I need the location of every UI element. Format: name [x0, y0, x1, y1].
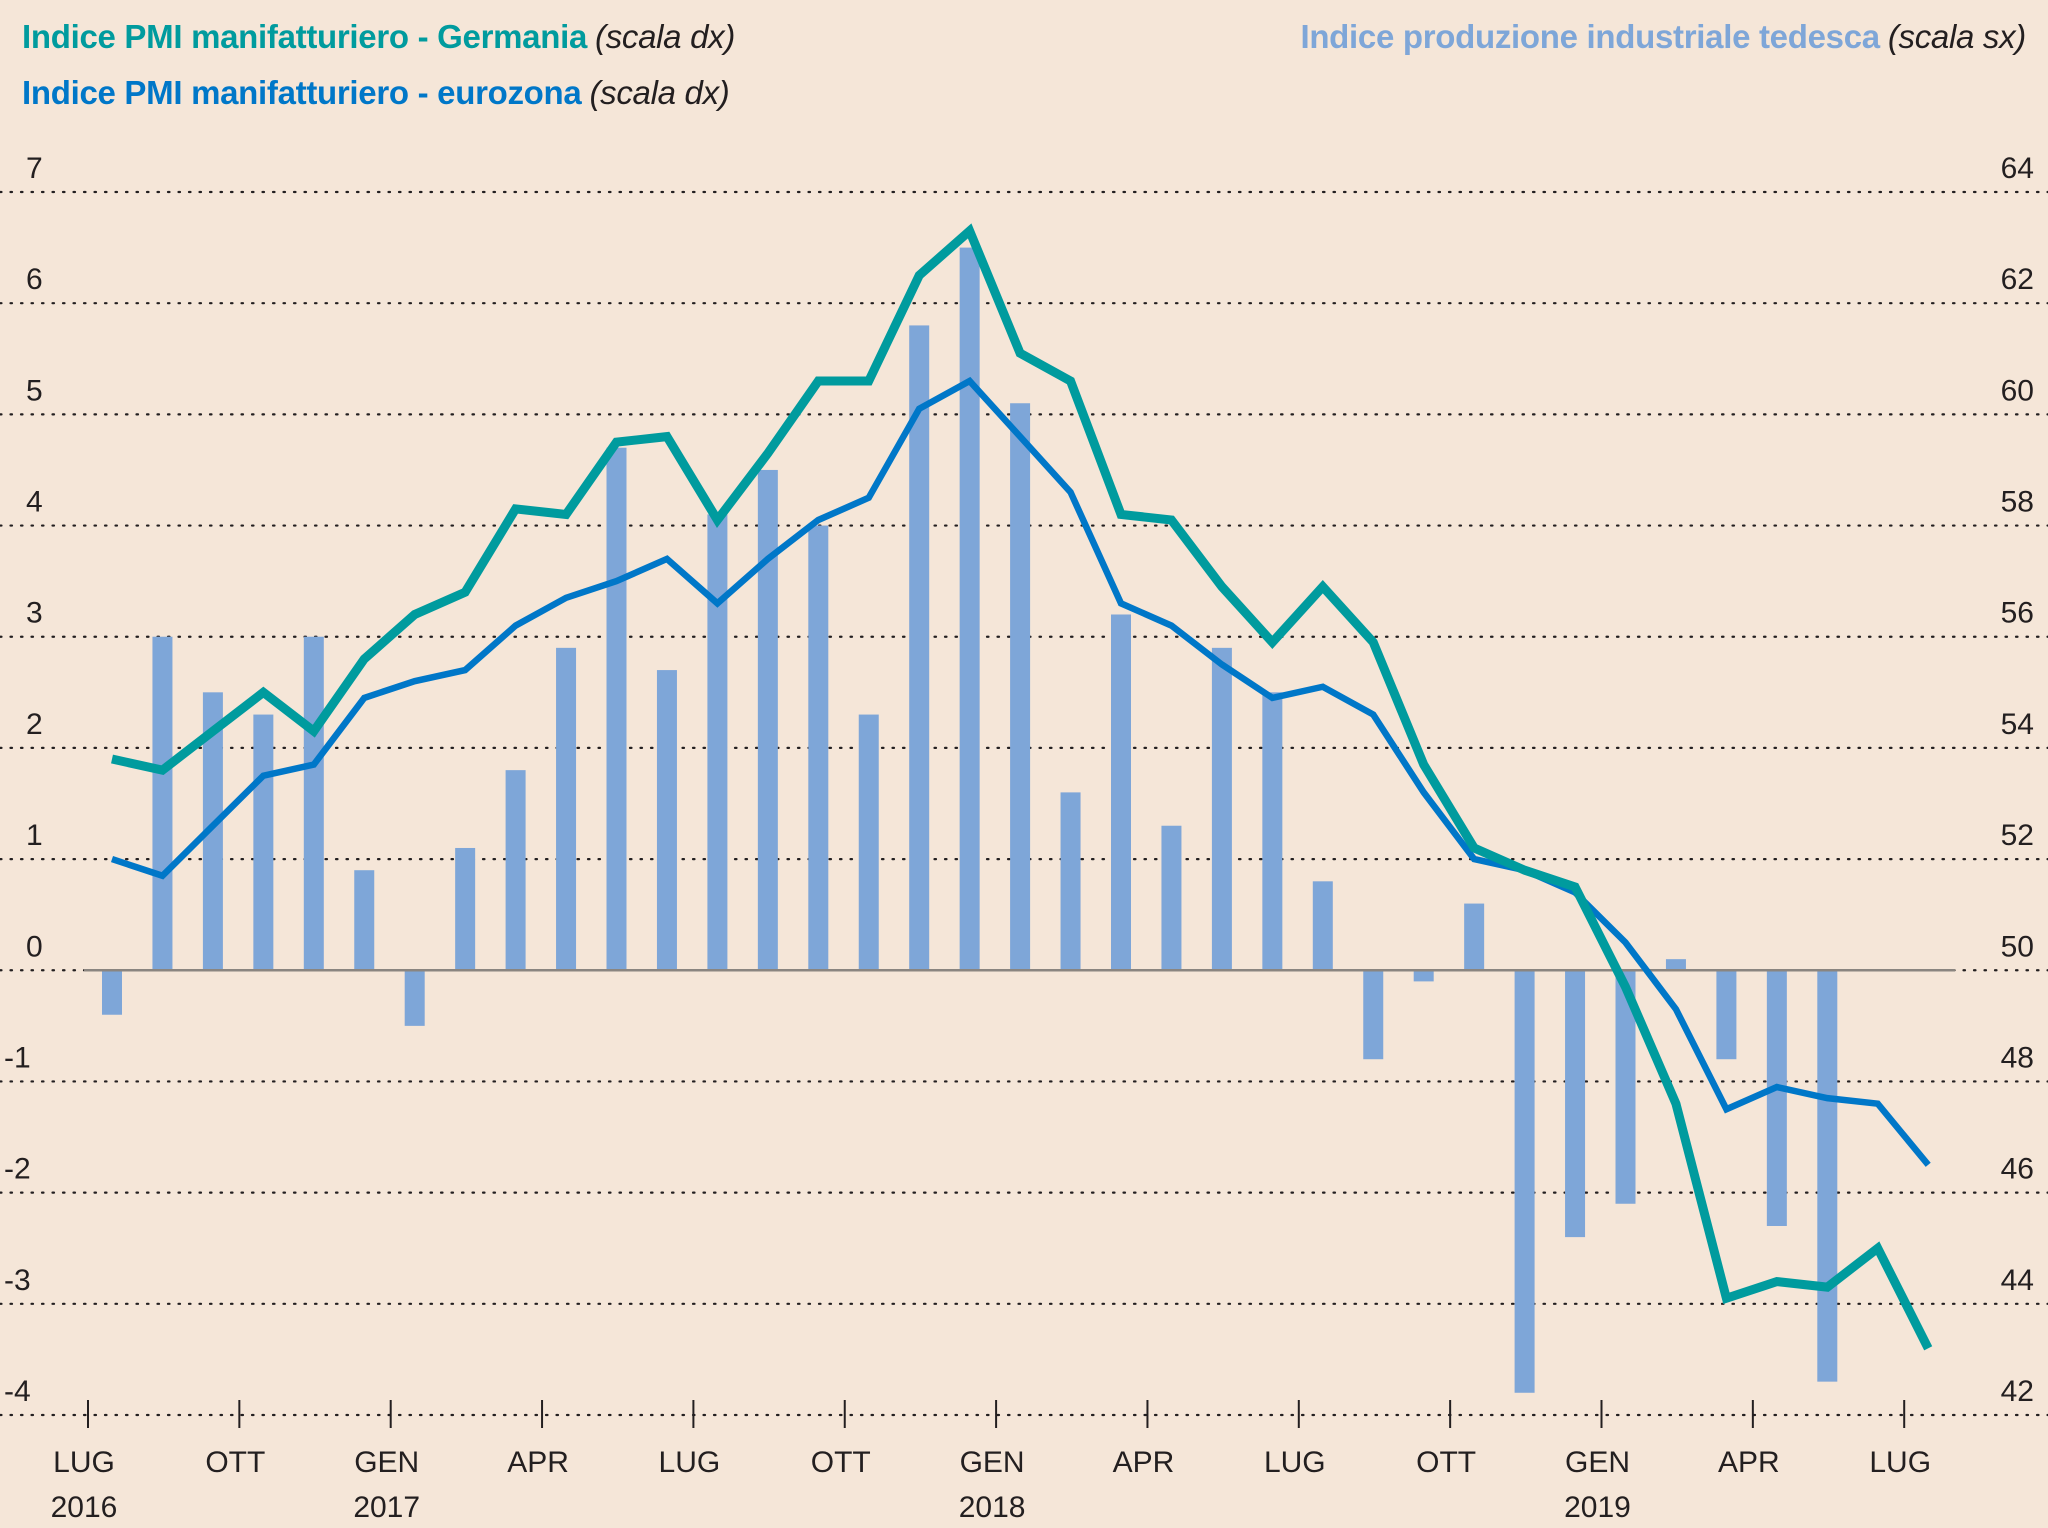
x-tick-month-label: OTT — [811, 1446, 871, 1479]
bar-industrial-production — [202, 692, 223, 971]
legend-eurozone-pmi: Indice PMI manifatturiero - eurozona (sca… — [22, 74, 730, 112]
x-tick-month-label: APR — [1113, 1446, 1175, 1479]
bar-industrial-production — [1716, 970, 1737, 1060]
right-tick-label: 62 — [2001, 263, 2034, 296]
left-tick-label: 7 — [26, 152, 43, 185]
left-tick-label: -2 — [4, 1153, 31, 1186]
bar-industrial-production — [505, 770, 526, 971]
left-tick-label: 3 — [26, 597, 43, 630]
legend-germany-pmi: Indice PMI manifatturiero - Germania (sca… — [22, 18, 735, 56]
bar-industrial-production — [303, 636, 324, 971]
x-tick-month-label: LUG — [659, 1446, 721, 1479]
left-axis-ticks: 7 6 5 4 3 2 1 0 -1 -2 -3 -4 — [4, 152, 43, 1408]
left-tick-label: 5 — [26, 374, 43, 407]
bar-industrial-production — [404, 970, 425, 1026]
x-tick-month-label: APR — [1718, 1446, 1780, 1479]
left-tick-label: 6 — [26, 263, 43, 296]
bar-industrial-production — [858, 714, 879, 971]
bar-industrial-production — [102, 970, 122, 1015]
right-tick-label: 60 — [2001, 374, 2034, 407]
left-tick-label: 2 — [26, 708, 43, 741]
x-tick-year-label: 2017 — [353, 1491, 420, 1524]
bar-industrial-production — [909, 325, 930, 971]
right-tick-label: 50 — [2001, 930, 2034, 963]
x-tick-month-label: LUG — [1869, 1446, 1931, 1479]
bar-industrial-production — [556, 647, 577, 971]
bar-industrial-production — [656, 670, 677, 971]
x-tick-month-label: OTT — [205, 1446, 265, 1479]
x-tick-month-label: APR — [507, 1446, 569, 1479]
x-tick-month-label: GEN — [354, 1446, 419, 1479]
bar-industrial-production — [1766, 970, 1787, 1226]
right-tick-label: 52 — [2001, 819, 2034, 852]
bar-industrial-production — [455, 847, 476, 971]
bar-industrial-production — [1010, 403, 1031, 971]
bar-industrial-production — [1413, 970, 1434, 982]
right-tick-label: 56 — [2001, 597, 2034, 630]
right-tick-label: 46 — [2001, 1153, 2034, 1186]
bar-industrial-production — [1565, 970, 1586, 1238]
bar-industrial-production — [959, 247, 980, 971]
left-tick-label: -4 — [4, 1375, 31, 1408]
bar-industrial-production — [1161, 825, 1182, 971]
x-tick-month-label: GEN — [1565, 1446, 1630, 1479]
bar-industrial-production — [152, 636, 173, 971]
x-tick-month-label: LUG — [53, 1446, 115, 1479]
bar-industrial-production — [1111, 614, 1131, 971]
legend-industrial-name: Indice produzione industriale tedesca — [1300, 18, 1880, 55]
line-series — [110, 223, 1933, 1351]
right-tick-label: 58 — [2001, 486, 2034, 519]
bar-industrial-production — [606, 447, 627, 971]
x-tick-month-label: GEN — [960, 1446, 1025, 1479]
bar-industrial-production — [808, 525, 829, 971]
bar-industrial-production — [1211, 647, 1232, 971]
right-tick-label: 48 — [2001, 1041, 2034, 1074]
bar-industrial-production — [1060, 792, 1081, 971]
bar-industrial-production — [1665, 959, 1686, 971]
bar-industrial-production — [707, 514, 728, 971]
right-tick-label: 54 — [2001, 708, 2034, 741]
bar-industrial-production — [757, 469, 778, 971]
x-axis: LUG 2016 OTT GEN 2017 APR LUG OTT GEN 2018 APR LUG O… — [51, 1400, 1931, 1524]
x-tick-year-label: 2019 — [1564, 1491, 1631, 1524]
left-tick-label: 1 — [26, 819, 43, 852]
bar-industrial-production — [1514, 970, 1535, 1393]
x-tick-month-label: OTT — [1416, 1446, 1476, 1479]
x-tick-year-label: 2018 — [959, 1491, 1026, 1524]
x-tick-month-label: LUG — [1264, 1446, 1326, 1479]
bar-industrial-production — [1464, 903, 1485, 971]
right-tick-label: 64 — [2001, 152, 2034, 185]
legend-germany-scale: (scala dx) — [595, 18, 736, 55]
left-tick-label: 4 — [26, 486, 43, 519]
left-tick-label: 0 — [26, 930, 43, 963]
legend-germany-name: Indice PMI manifatturiero - Germania — [22, 18, 587, 55]
bar-industrial-production — [1363, 970, 1384, 1060]
right-axis-ticks: 64 62 60 58 56 54 52 50 48 46 44 42 — [2001, 152, 2034, 1408]
bar-industrial-production — [1615, 970, 1636, 1204]
bar-series — [102, 247, 1838, 1393]
right-tick-label: 44 — [2001, 1264, 2034, 1297]
left-tick-label: -3 — [4, 1264, 31, 1297]
x-tick-year-label: 2016 — [51, 1491, 118, 1524]
bar-industrial-production — [253, 714, 274, 971]
legend-eurozone-name: Indice PMI manifatturiero - eurozona — [22, 74, 582, 111]
right-tick-label: 42 — [2001, 1375, 2034, 1408]
bar-industrial-production — [1262, 692, 1283, 971]
legend-eurozone-scale: (scala dx) — [589, 74, 730, 111]
bar-industrial-production — [1817, 970, 1838, 1382]
bar-industrial-production — [1312, 881, 1333, 971]
bar-industrial-production — [354, 870, 375, 971]
legend-industrial-production: Indice produzione industriale tedesca (sc… — [1300, 18, 2026, 56]
left-tick-label: -1 — [4, 1041, 31, 1074]
legend-industrial-scale: (scala sx) — [1887, 18, 2026, 55]
